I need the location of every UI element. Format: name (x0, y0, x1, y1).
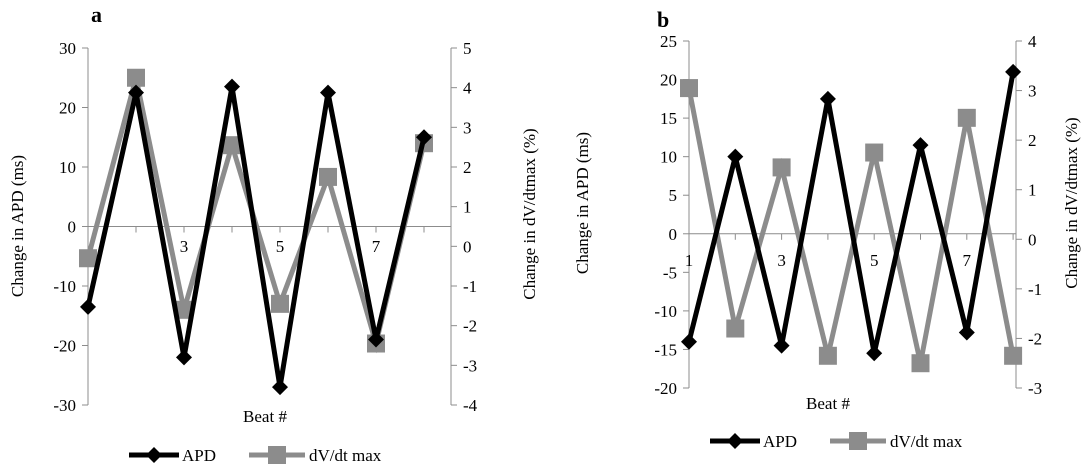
legend-label: APD (763, 432, 797, 451)
x-axis-label: Beat # (806, 394, 850, 413)
data-point-diamond (272, 379, 288, 396)
data-point-square (79, 249, 97, 268)
panel-label: b (657, 7, 669, 32)
data-point-diamond (912, 137, 929, 154)
right-axis-tick-label: 1 (463, 198, 472, 217)
x-axis-label: Beat # (243, 407, 287, 426)
right-axis-tick-label: 1 (1028, 181, 1037, 200)
right-axis-tick-label: 0 (463, 237, 472, 256)
data-point-square (680, 79, 698, 98)
legend-marker-square (268, 446, 286, 464)
legend: APD dV/dt max (710, 432, 963, 451)
data-point-diamond (958, 324, 975, 341)
data-point-square (271, 294, 289, 313)
x-axis-tick-label: 1 (685, 251, 694, 270)
data-point-diamond (1005, 63, 1022, 80)
left-axis-tick-label: 15 (660, 109, 677, 128)
left-axis-tick-label: 20 (59, 99, 76, 118)
left-axis-tick-label: 25 (660, 32, 677, 51)
data-point-diamond (866, 345, 883, 362)
data-point-diamond (224, 78, 240, 95)
left-axis-tick-label: 20 (660, 71, 677, 90)
series-line (686, 71, 1016, 354)
right-axis-tick-label: 3 (463, 118, 472, 137)
left-axis-tick-label: 10 (660, 148, 677, 167)
data-point-diamond (80, 298, 96, 315)
y2-axis-label: Change in dV/dtmax (%) (520, 128, 539, 299)
left-axis-tick-label: -10 (654, 302, 677, 321)
left-axis-tick-label: -10 (53, 277, 76, 296)
data-point-square (1004, 346, 1023, 365)
right-axis-tick-label: 2 (463, 158, 472, 177)
x-axis-tick-label: 3 (777, 251, 786, 270)
data-point-square (319, 167, 337, 186)
right-axis-tick-label: -2 (1028, 329, 1042, 348)
data-point-diamond (773, 337, 790, 354)
right-axis-tick-label: -1 (463, 277, 477, 296)
legend-marker-diamond (146, 447, 162, 463)
left-axis-tick-label: 0 (669, 225, 678, 244)
left-axis-tick-label: -15 (654, 340, 677, 359)
legend: APD dV/dt max (129, 446, 382, 465)
left-axis-tick-label: -5 (663, 263, 677, 282)
legend-marker-diamond (727, 433, 743, 449)
data-point-square (223, 136, 241, 155)
x-axis-tick-label: 5 (276, 237, 285, 256)
legend-marker-square (849, 432, 867, 450)
y2-axis-label: Change in dV/dtmax (%) (1062, 117, 1081, 288)
series-apd (80, 78, 432, 396)
right-axis-tick-label: -1 (1028, 280, 1042, 299)
series-line (85, 86, 427, 388)
right-axis-tick-label: 3 (1028, 82, 1037, 101)
right-axis-tick-label: -3 (463, 356, 477, 375)
data-point-diamond (727, 148, 744, 165)
left-axis-tick-label: 10 (59, 158, 76, 177)
panel-label: a (91, 2, 102, 27)
series-apd (681, 63, 1022, 362)
legend-label: dV/dt max (309, 446, 382, 465)
left-axis-tick-label: 5 (669, 186, 678, 205)
x-axis-tick-label: 5 (870, 251, 879, 270)
right-axis-tick-label: -3 (1028, 379, 1042, 398)
data-point-square (818, 346, 837, 365)
data-point-square (726, 319, 745, 338)
series-line (686, 87, 1016, 364)
data-point-square (772, 158, 791, 177)
left-axis-tick-label: 30 (59, 39, 76, 58)
left-axis-tick-label: -30 (53, 396, 76, 415)
data-point-square (957, 108, 976, 127)
data-point-square (911, 354, 930, 373)
right-axis-tick-label: 5 (463, 39, 472, 58)
right-axis-tick-label: 0 (1028, 230, 1037, 249)
right-axis-tick-label: 4 (463, 79, 472, 98)
legend-label: APD (182, 446, 216, 465)
data-point-diamond (320, 84, 336, 101)
y-axis-label: Change in APD (ms) (8, 155, 27, 297)
right-axis-tick-label: -2 (463, 317, 477, 336)
right-axis-tick-label: -4 (463, 396, 478, 415)
data-point-diamond (819, 90, 836, 107)
legend-label: dV/dt max (890, 432, 963, 451)
series-dv-dt-max (680, 79, 1023, 373)
data-point-diamond (681, 333, 697, 350)
right-axis-tick-label: 4 (1028, 32, 1037, 51)
left-axis-tick-label: 0 (68, 218, 77, 237)
x-axis-tick-label: 7 (372, 237, 381, 256)
data-point-diamond (416, 129, 432, 146)
data-point-diamond (128, 84, 144, 101)
data-point-square (127, 68, 145, 87)
left-axis-tick-label: -20 (654, 379, 677, 398)
right-axis-tick-label: 2 (1028, 131, 1037, 150)
data-point-square (175, 300, 193, 319)
x-axis-tick-label: 7 (963, 251, 972, 270)
data-point-diamond (368, 331, 384, 348)
y-axis-label: Change in APD (ms) (573, 132, 592, 274)
data-point-square (865, 143, 884, 162)
x-axis-tick-label: 3 (180, 237, 189, 256)
data-point-diamond (176, 349, 192, 366)
left-axis-tick-label: -20 (53, 337, 76, 356)
